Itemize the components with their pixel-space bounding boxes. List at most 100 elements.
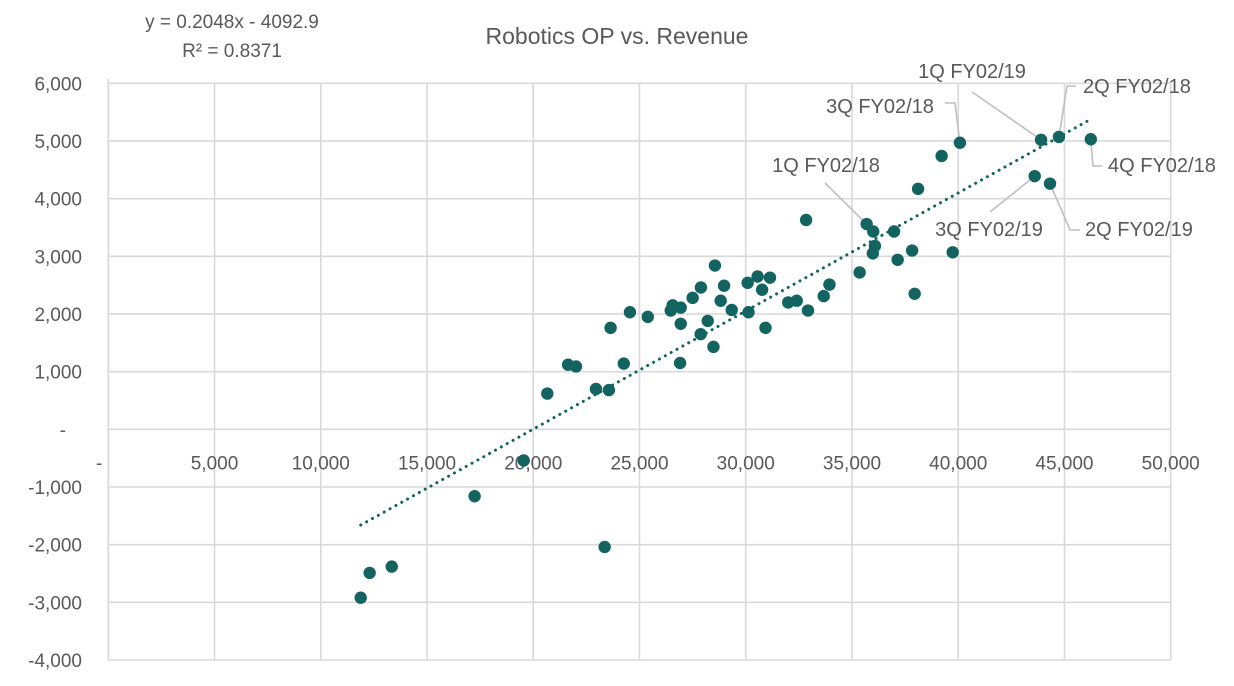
data-point	[866, 247, 880, 260]
annotation-label: 2Q FY02/19	[1085, 219, 1193, 241]
trendline-equation: y = 0.2048x - 4092.9	[145, 12, 319, 33]
annotation-leader-line	[945, 102, 961, 143]
x-tick-label: 25,000	[610, 453, 668, 474]
data-point	[935, 149, 948, 163]
data-point	[790, 294, 803, 307]
data-point	[911, 182, 925, 196]
data-point	[385, 560, 398, 573]
annotation-label: 1Q FY02/19	[918, 61, 1026, 83]
data-point	[946, 246, 959, 259]
x-tick-label: -	[96, 453, 102, 474]
data-point	[541, 387, 554, 400]
data-point	[708, 259, 722, 272]
data-point	[569, 360, 583, 373]
data-point	[468, 490, 481, 503]
data-point	[623, 306, 637, 319]
data-point	[763, 271, 777, 284]
gridlines	[107, 79, 1172, 661]
trendline	[359, 117, 1093, 527]
trendline-layer	[359, 117, 1093, 527]
y-tick-label: -3,000	[28, 593, 82, 614]
data-point	[707, 340, 720, 354]
data-point	[694, 281, 708, 294]
y-tick-label: 4,000	[34, 190, 82, 211]
annotation-leader-line	[1049, 183, 1080, 231]
annotation-label: 3Q FY02/19	[935, 219, 1043, 241]
data-point	[598, 540, 611, 554]
data-point	[751, 270, 764, 283]
annotation-label: 1Q FY02/18	[772, 155, 880, 177]
data-point	[755, 283, 769, 296]
y-tick-label: -2,000	[28, 536, 82, 557]
annotation-leader-line	[989, 175, 1036, 213]
data-point	[953, 136, 967, 149]
x-tick-label: 30,000	[717, 453, 775, 474]
annotation-label: 2Q FY02/18	[1083, 76, 1191, 98]
data-point	[823, 278, 836, 291]
axes: 6,0005,0004,0003,0002,0001,000--1,000-2,…	[28, 74, 1200, 672]
data-point	[742, 306, 755, 319]
chart-title: Robotics OP vs. Revenue	[486, 23, 749, 49]
data-point	[1034, 133, 1048, 147]
data-point	[589, 382, 603, 396]
x-tick-label: 10,000	[292, 453, 350, 474]
annotation-labels: 1Q FY02/18 3Q FY02/18 1Q FY02/19 2Q FY02/18…	[772, 61, 1216, 241]
trendline-r-squared: R² = 0.8371	[182, 41, 282, 62]
y-tick-label: 5,000	[34, 132, 82, 153]
data-points	[354, 130, 1098, 604]
data-point	[905, 244, 919, 257]
data-point	[799, 213, 813, 227]
data-point	[741, 276, 754, 290]
data-point	[887, 225, 901, 238]
data-point	[694, 327, 707, 341]
x-tick-label: 35,000	[823, 453, 881, 474]
y-tick-label: 6,000	[34, 74, 82, 95]
data-point	[801, 304, 815, 317]
y-tick-label: -4,000	[28, 651, 82, 672]
data-point	[891, 253, 904, 266]
data-point	[1052, 130, 1066, 144]
x-tick-label: 40,000	[929, 453, 987, 474]
data-point	[1028, 169, 1041, 183]
annotation-leader-line	[1058, 85, 1076, 138]
y-tick-label: 2,000	[34, 305, 82, 326]
x-tick-label: 50,000	[1142, 453, 1200, 474]
x-tick-label: 15,000	[398, 453, 456, 474]
data-point	[717, 279, 731, 292]
x-tick-label: 20,000	[504, 453, 562, 474]
x-tick-label: 5,000	[191, 453, 239, 474]
data-point	[517, 454, 530, 467]
annotation-leaders	[824, 85, 1102, 231]
data-point	[686, 291, 699, 305]
data-point	[908, 287, 921, 300]
data-point	[641, 310, 654, 324]
data-point	[674, 317, 687, 330]
y-tick-label: 3,000	[34, 247, 82, 268]
y-tick-label: -	[60, 420, 66, 441]
data-point	[354, 591, 367, 604]
y-tick-label: 1,000	[34, 363, 82, 384]
y-tick-label: -1,000	[28, 478, 82, 499]
data-point	[617, 357, 630, 370]
annotation-leader-line	[971, 91, 1042, 141]
data-point	[673, 356, 687, 370]
annotation-label: 4Q FY02/18	[1108, 155, 1216, 177]
data-point	[674, 301, 687, 314]
annotation-leader-line	[1090, 139, 1102, 167]
data-point	[714, 294, 727, 307]
data-point	[363, 566, 376, 580]
data-point	[1043, 177, 1057, 190]
x-tick-label: 45,000	[1035, 453, 1093, 474]
data-point	[725, 303, 738, 317]
annotation-label: 3Q FY02/18	[826, 96, 934, 118]
annotation-leader-line	[824, 182, 868, 225]
data-point	[701, 314, 714, 328]
data-point	[853, 266, 866, 279]
data-point	[759, 321, 772, 335]
data-point	[604, 321, 617, 335]
data-point	[1084, 133, 1098, 146]
data-point	[817, 289, 830, 303]
data-point	[602, 383, 616, 397]
data-point	[867, 225, 880, 238]
